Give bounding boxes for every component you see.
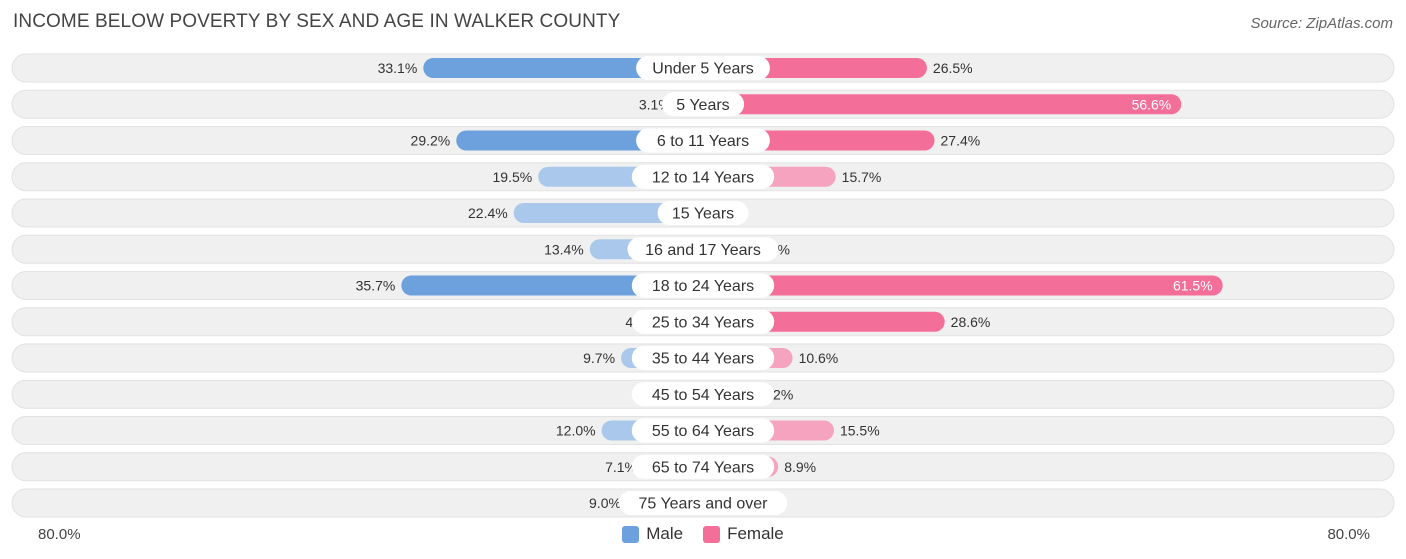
category-pill-6-to-11-years [636, 128, 770, 153]
legend-swatch-female [703, 525, 721, 543]
category-pill-under-5-years [636, 56, 770, 80]
value-female-5-years: 56.6% [1132, 96, 1172, 112]
legend-label-male: Male [646, 524, 684, 543]
category-label-12-to-14-years: 12 to 14 Years [652, 169, 754, 186]
value-female-12-to-14-years: 15.7% [842, 169, 882, 185]
value-female-35-to-44-years: 10.6% [799, 350, 839, 366]
value-male-16-and-17-years: 13.4% [544, 241, 584, 257]
value-male-35-to-44-years: 9.7% [583, 350, 615, 366]
category-pill-5-years [661, 92, 745, 117]
category-label-55-to-64-years: 55 to 64 Years [652, 423, 754, 440]
legend-item-male[interactable]: Male [622, 524, 683, 544]
category-label-5-years: 5 Years [676, 97, 729, 114]
category-pill-65-to-74-years [631, 454, 775, 479]
category-pill-75-years-and-over [618, 491, 788, 515]
category-label-under-5-years: Under 5 Years [652, 61, 753, 78]
value-male-65-to-74-years: 7.1% [605, 459, 637, 475]
bar-female-5-years [703, 94, 1182, 115]
bar-female-18-to-24-years [703, 275, 1223, 296]
category-label-16-and-17-years: 16 and 17 Years [645, 242, 761, 259]
value-female-55-to-64-years: 15.5% [840, 423, 880, 439]
category-pill-55-to-64-years [631, 418, 775, 443]
category-label-65-to-74-years: 65 to 74 Years [652, 459, 754, 476]
category-label-45-to-54-years: 45 to 54 Years [652, 387, 754, 404]
value-male-75-years-and-over: 9.0% [589, 495, 621, 511]
category-label-75-years-and-over: 75 Years and over [639, 496, 769, 513]
value-male-12-to-14-years: 19.5% [493, 169, 533, 185]
bar-male-15-years [513, 203, 703, 223]
source-credit: Source: ZipAtlas.com [1250, 15, 1393, 32]
value-female-18-to-24-years: 61.5% [1173, 278, 1213, 294]
category-pill-15-years [657, 201, 749, 225]
legend-label-female: Female [727, 524, 784, 543]
category-pill-12-to-14-years [631, 164, 775, 189]
value-female-under-5-years: 26.5% [933, 60, 973, 76]
value-male-6-to-11-years: 29.2% [411, 133, 451, 149]
category-label-18-to-24-years: 18 to 24 Years [652, 278, 754, 295]
axis-label-right: 80.0% [1327, 526, 1370, 543]
value-female-65-to-74-years: 8.9% [784, 459, 816, 475]
legend-swatch-male [622, 525, 640, 543]
category-label-25-to-34-years: 25 to 34 Years [652, 314, 754, 331]
value-male-18-to-24-years: 35.7% [356, 278, 396, 294]
category-pill-16-and-17-years [627, 237, 779, 262]
legend: Male Female [0, 524, 1406, 544]
bar-male-under-5-years [423, 58, 703, 78]
bar-male-18-to-24-years [401, 275, 703, 296]
axis-label-left: 80.0% [38, 526, 81, 543]
category-pill-45-to-54-years [631, 382, 775, 407]
legend-item-female[interactable]: Female [703, 524, 784, 544]
value-female-25-to-34-years: 28.6% [951, 314, 991, 330]
chart-title: INCOME BELOW POVERTY BY SEX AND AGE IN W… [13, 11, 621, 32]
category-label-6-to-11-years: 6 to 11 Years [657, 133, 749, 150]
value-male-under-5-years: 33.1% [378, 60, 418, 76]
category-pill-35-to-44-years [631, 346, 775, 370]
value-female-6-to-11-years: 27.4% [941, 133, 981, 149]
category-pill-25-to-34-years [631, 309, 775, 334]
category-pill-18-to-24-years [631, 273, 775, 298]
category-label-15-years: 15 Years [672, 206, 734, 223]
category-label-35-to-44-years: 35 to 44 Years [652, 351, 754, 368]
value-male-55-to-64-years: 12.0% [556, 423, 596, 439]
value-male-15-years: 22.4% [468, 205, 508, 221]
